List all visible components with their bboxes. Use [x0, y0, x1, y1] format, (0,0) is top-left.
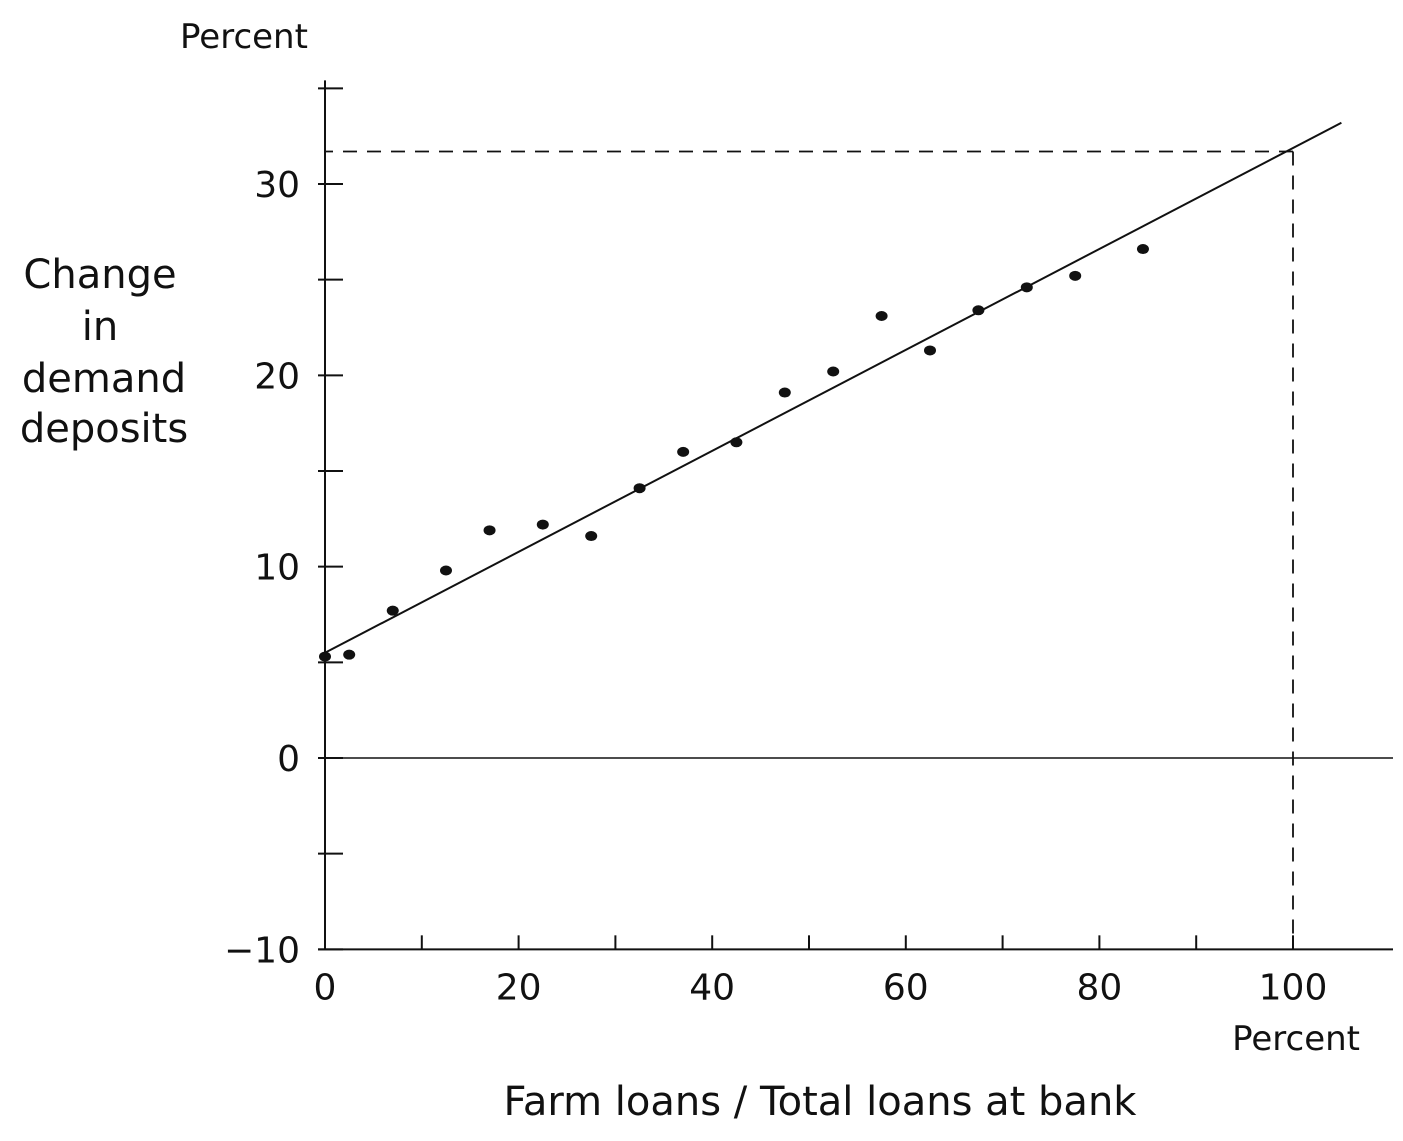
- data-point-18: [1136, 244, 1149, 255]
- data-point-15: [972, 305, 985, 316]
- y-tick-label-0: 0: [277, 739, 300, 780]
- plot-area: −10 0 10 20 30 0 20 40 60 80 100: [224, 80, 1393, 1008]
- x-axis-label: Farm loans / Total loans at bank: [504, 1079, 1138, 1125]
- x-tick-label-60: 60: [883, 967, 929, 1008]
- data-point-16: [1020, 282, 1033, 293]
- data-point-7: [585, 531, 598, 542]
- data-point-9: [677, 446, 690, 457]
- y-tick-label-10: 10: [254, 548, 300, 589]
- data-point-3: [386, 605, 399, 616]
- data-point-1: [319, 651, 331, 662]
- data-point-5: [483, 525, 496, 536]
- data-point-10: [730, 437, 743, 448]
- data-point-6: [536, 519, 549, 530]
- data-point-13: [875, 311, 888, 322]
- y-axis-label-line-3: demand: [22, 356, 186, 402]
- data-point-14: [924, 345, 936, 356]
- x-tick-label-80: 80: [1076, 967, 1122, 1008]
- x-tick-label-100: 100: [1259, 967, 1328, 1008]
- x-tick-label-0: 0: [314, 967, 337, 1008]
- y-tick-label--10: −10: [224, 930, 300, 971]
- y-axis-label: Change in demand deposits: [20, 252, 188, 452]
- x-tick-label-40: 40: [689, 967, 735, 1008]
- y-tick-label-30: 30: [254, 165, 300, 206]
- data-point-2: [343, 649, 356, 660]
- fit-line: [324, 121, 1342, 654]
- y-axis-label-line-2: in: [82, 304, 118, 350]
- y-unit-label: Percent: [180, 17, 308, 57]
- x-tick-label-20: 20: [496, 967, 542, 1008]
- data-point-11: [778, 387, 791, 398]
- y-axis-label-line-1: Change: [23, 252, 176, 298]
- data-point-17: [1069, 270, 1082, 281]
- x-unit-label: Percent: [1232, 1019, 1360, 1059]
- data-point-12: [827, 366, 840, 377]
- data-point-8: [633, 483, 646, 494]
- y-tick-label-20: 20: [254, 356, 300, 397]
- data-point-4: [440, 565, 452, 576]
- y-axis-label-line-4: deposits: [20, 406, 188, 452]
